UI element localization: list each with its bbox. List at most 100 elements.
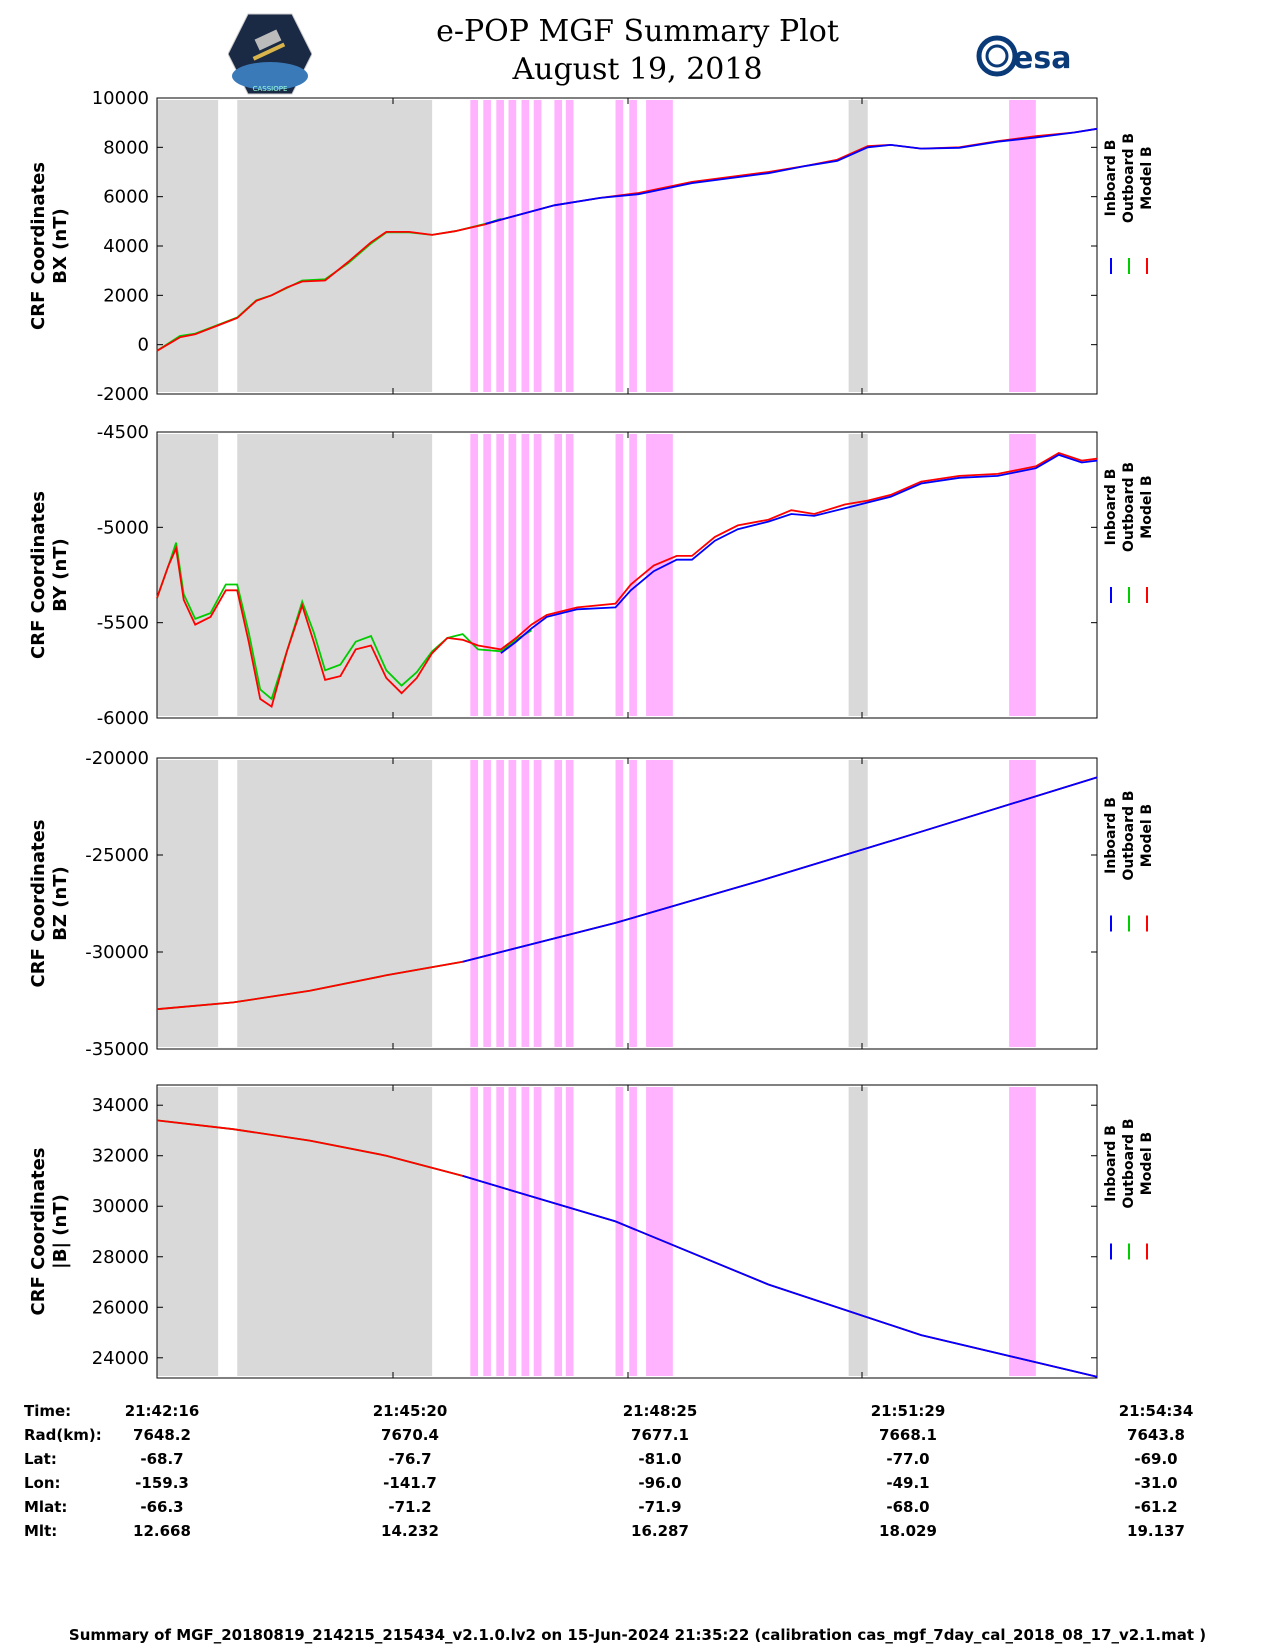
y-tick-label: -2000: [97, 384, 149, 405]
y-axis-label-line: BY (nT): [50, 538, 71, 612]
ephemeris-value: -69.0: [1134, 1450, 1178, 1468]
ephemeris-value: -71.2: [388, 1498, 432, 1516]
y-axis-label: CRF CoordinatesBZ (nT): [28, 820, 71, 988]
legend-label: Model B: [1139, 1132, 1155, 1195]
y-axis-label-line: CRF Coordinates: [28, 820, 49, 988]
gray-band: [157, 434, 219, 716]
footer-summary: Summary of MGF_20180819_214215_215434_v2…: [68, 1626, 1207, 1644]
y-axis-label-line: CRF Coordinates: [28, 491, 49, 659]
y-axis-label-line: CRF Coordinates: [28, 1148, 49, 1316]
pink-band: [629, 100, 637, 392]
gray-band: [157, 1087, 219, 1376]
y-tick-label: 28000: [92, 1247, 149, 1268]
pink-band: [629, 434, 637, 716]
ephemeris-value: 12.668: [133, 1522, 191, 1540]
legend-label: Model B: [1139, 804, 1155, 867]
gray-band: [157, 760, 219, 1047]
esa-logo: esa: [976, 35, 1071, 77]
ephemeris-value: 21:45:20: [372, 1402, 448, 1420]
gray-band: [237, 434, 433, 716]
ephemeris-value: -31.0: [1134, 1474, 1178, 1492]
gray-band: [157, 100, 219, 392]
y-tick-label: 0: [138, 335, 149, 356]
y-tick-label: -30000: [85, 942, 149, 963]
pink-band: [470, 1087, 478, 1376]
y-tick-label: 4000: [103, 236, 149, 257]
esa-logo-text: esa: [1013, 41, 1071, 76]
gray-band: [237, 100, 433, 392]
ephemeris-value: -76.7: [388, 1450, 432, 1468]
y-tick-label: -4500: [97, 422, 149, 443]
pink-band: [483, 760, 491, 1047]
pink-band: [646, 100, 673, 392]
gray-band: [848, 760, 868, 1047]
ephemeris-value: 7668.1: [879, 1426, 937, 1444]
pink-band: [521, 1087, 530, 1376]
chart-panel-4: 24000 26000 28000 30000 32000 34000 CRF Coordi…: [28, 1084, 1155, 1379]
y-tick-label: -25000: [85, 845, 149, 866]
cassiope-logo: CASSIOPE: [228, 13, 312, 95]
series-line-inboard: [462, 776, 1098, 963]
y-axis-label: CRF CoordinatesBX (nT): [28, 162, 71, 330]
pink-band: [496, 434, 504, 716]
pink-band: [470, 760, 478, 1047]
y-tick-label: 24000: [92, 1348, 149, 1369]
pink-band: [483, 1087, 491, 1376]
ephemeris-value: -49.1: [886, 1474, 930, 1492]
gray-band: [848, 434, 868, 716]
series-line-inboard: [485, 127, 1098, 225]
ephemeris-value: 7648.2: [133, 1426, 191, 1444]
pink-band: [615, 434, 624, 716]
plot-frame: [156, 757, 1098, 1050]
pink-band: [554, 100, 563, 392]
series-line-inboard: [500, 453, 1098, 654]
gray-band: [848, 1087, 868, 1376]
ephemeris-value: 7643.8: [1127, 1426, 1185, 1444]
gray-band: [237, 1087, 433, 1376]
ephemeris-label-mlt: Mlt:: [24, 1522, 58, 1540]
ephemeris-label-lon: Lon:: [24, 1474, 61, 1492]
y-tick-label: -5000: [97, 517, 149, 538]
legend-label: Model B: [1139, 475, 1155, 538]
legend-label: Inboard B: [1103, 797, 1119, 874]
y-tick-label: 2000: [103, 285, 149, 306]
y-tick-label: 30000: [92, 1196, 149, 1217]
legend-label: Outboard B: [1121, 790, 1137, 880]
pink-band: [508, 100, 517, 392]
ephemeris-value: 21:48:25: [622, 1402, 698, 1420]
cassiope-logo-text: CASSIOPE: [253, 85, 288, 93]
pink-band: [496, 100, 504, 392]
pink-band: [646, 1087, 673, 1376]
legend-label: Outboard B: [1121, 462, 1137, 552]
ephemeris-value: -77.0: [886, 1450, 930, 1468]
pink-band: [629, 760, 637, 1047]
y-tick-label: 8000: [103, 137, 149, 158]
pink-band: [565, 760, 574, 1047]
pink-band: [483, 100, 491, 392]
pink-band: [565, 1087, 574, 1376]
pink-band: [533, 434, 542, 716]
chart-panel-1: -2000 0 2000 4000 6000 8000 10000 CRF Coordinat…: [28, 88, 1155, 405]
ephemeris-value: 7677.1: [631, 1426, 689, 1444]
y-tick-label: -35000: [85, 1039, 149, 1060]
legend-label: Inboard B: [1103, 469, 1119, 546]
series-line-outboard: [156, 542, 532, 701]
pink-band: [1009, 100, 1036, 392]
ephemeris-value: -68.7: [140, 1450, 184, 1468]
pink-band: [615, 100, 624, 392]
legend-label: Outboard B: [1121, 133, 1137, 223]
ephemeris-value: -159.3: [135, 1474, 189, 1492]
plot-frame: [156, 1084, 1098, 1379]
pink-band: [508, 1087, 517, 1376]
pink-band: [565, 100, 574, 392]
ephemeris-value: 21:54:34: [1118, 1402, 1194, 1420]
ephemeris-value: -71.9: [638, 1498, 682, 1516]
y-axis-label-line: |B| (nT): [50, 1194, 71, 1269]
pink-band: [646, 434, 673, 716]
ephemeris-label-lat: Lat:: [24, 1450, 57, 1468]
y-tick-label: 26000: [92, 1297, 149, 1318]
pink-band: [470, 100, 478, 392]
legend-label: Outboard B: [1121, 1118, 1137, 1208]
ephemeris-value: -81.0: [638, 1450, 682, 1468]
